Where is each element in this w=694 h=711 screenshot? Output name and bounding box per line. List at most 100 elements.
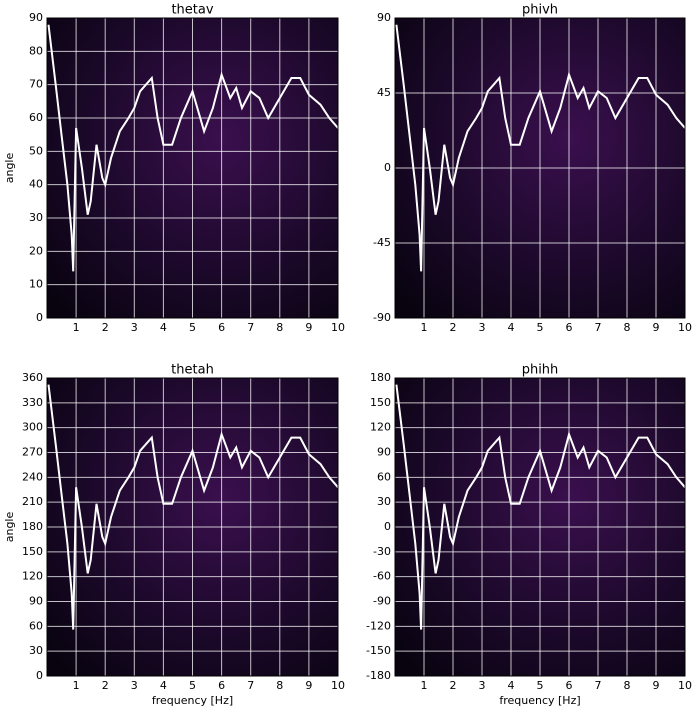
y-tick-label: 330: [22, 396, 43, 409]
x-tick-label: 5: [537, 679, 544, 692]
y-tick-label: -30: [373, 545, 391, 558]
x-tick-label: 2: [450, 679, 457, 692]
y-tick-label: 30: [377, 495, 391, 508]
y-tick-label: -120: [366, 619, 391, 632]
x-tick-label: 10: [331, 679, 345, 692]
x-tick-label: 3: [131, 321, 138, 334]
x-tick-label: 9: [653, 679, 660, 692]
x-tick-label: 8: [624, 679, 631, 692]
x-axis-label: frequency [Hz]: [152, 694, 233, 707]
y-tick-label: 45: [377, 86, 391, 99]
x-tick-label: 8: [276, 321, 283, 334]
panel: 0 10 20 30 40 50 60 70 80 90 1 2 3 4 5 6 7 8 9 10 thetav angl…: [3, 3, 345, 335]
y-tick-label: 50: [29, 144, 43, 157]
y-tick-label: 150: [370, 396, 391, 409]
y-tick-label: 60: [29, 111, 43, 124]
x-tick-label: 3: [131, 679, 138, 692]
x-tick-label: 6: [218, 321, 225, 334]
x-tick-label: 5: [189, 321, 196, 334]
x-tick-label: 10: [678, 679, 692, 692]
y-tick-label: 60: [29, 619, 43, 632]
x-tick-label: 7: [247, 321, 254, 334]
x-tick-label: 6: [566, 321, 573, 334]
x-tick-label: 3: [479, 321, 486, 334]
y-tick-label: -180: [366, 669, 391, 682]
plot-frame: [46, 17, 339, 319]
x-tick-label: 5: [189, 679, 196, 692]
x-tick-label: 1: [421, 321, 428, 334]
x-tick-label: 7: [247, 679, 254, 692]
y-tick-label: 30: [29, 644, 43, 657]
x-tick-label: 6: [566, 679, 573, 692]
y-tick-label: 90: [29, 595, 43, 608]
plot-frame: [46, 377, 339, 677]
panel-title: phivh: [522, 3, 558, 18]
x-tick-label: 4: [160, 321, 167, 334]
x-tick-label: 4: [508, 321, 515, 334]
panel-title: thetah: [171, 363, 214, 378]
x-tick-label: 9: [305, 321, 312, 334]
plot-frame: [394, 377, 686, 677]
y-tick-label: 10: [29, 278, 43, 291]
y-tick-label: 90: [29, 11, 43, 24]
panel-title: phihh: [522, 363, 559, 378]
data-line: [47, 24, 339, 272]
x-tick-label: 4: [508, 679, 515, 692]
y-tick-label: 210: [22, 495, 43, 508]
y-tick-label: -90: [373, 595, 391, 608]
y-tick-label: 90: [377, 446, 391, 459]
y-tick-label: 180: [370, 371, 391, 384]
y-tick-label: 0: [384, 161, 391, 174]
x-tick-label: 1: [421, 679, 428, 692]
y-tick-label: 70: [29, 78, 43, 91]
x-tick-label: 9: [653, 321, 660, 334]
y-tick-label: 80: [29, 44, 43, 57]
y-tick-label: 180: [22, 520, 43, 533]
y-tick-label: 270: [22, 446, 43, 459]
x-tick-label: 7: [595, 679, 602, 692]
y-tick-label: 120: [370, 421, 391, 434]
x-tick-label: 2: [450, 321, 457, 334]
y-tick-label: 0: [384, 520, 391, 533]
x-axis-label: frequency [Hz]: [499, 694, 580, 707]
y-tick-label: 30: [29, 211, 43, 224]
panel: 0 30 60 90 120 150 180 210 240 270 300 330 360 1 2 3 4 5 6…: [3, 363, 345, 708]
x-tick-label: 4: [160, 679, 167, 692]
data-line: [395, 384, 686, 630]
y-tick-label: 60: [377, 470, 391, 483]
x-tick-label: 10: [331, 321, 345, 334]
x-tick-label: 10: [678, 321, 692, 334]
x-tick-label: 8: [276, 679, 283, 692]
data-line: [395, 24, 686, 272]
x-tick-label: 1: [73, 321, 80, 334]
y-tick-label: 0: [36, 669, 43, 682]
y-tick-label: 0: [36, 311, 43, 324]
plot-frame: [394, 17, 686, 319]
y-axis-label: angle: [3, 512, 16, 543]
y-tick-label: 90: [377, 11, 391, 24]
x-tick-label: 7: [595, 321, 602, 334]
panel-title: thetav: [171, 3, 213, 18]
y-tick-label: 240: [22, 470, 43, 483]
y-axis-label: angle: [3, 153, 16, 184]
x-tick-label: 8: [624, 321, 631, 334]
data-line: [47, 384, 339, 630]
y-tick-label: 40: [29, 178, 43, 191]
y-tick-label: 360: [22, 371, 43, 384]
x-tick-label: 2: [102, 321, 109, 334]
y-tick-label: 150: [22, 545, 43, 558]
y-tick-label: -150: [366, 644, 391, 657]
y-tick-label: 300: [22, 421, 43, 434]
x-tick-label: 2: [102, 679, 109, 692]
x-tick-label: 9: [305, 679, 312, 692]
x-tick-label: 1: [73, 679, 80, 692]
y-tick-label: -90: [373, 311, 391, 324]
panel: -180 -150 -120 -90 -60 -30 0 30 60 90 120 150 180 1 2 3…: [366, 363, 692, 708]
y-tick-label: 20: [29, 244, 43, 257]
y-tick-label: 120: [22, 570, 43, 583]
y-tick-label: -45: [373, 236, 391, 249]
x-tick-label: 6: [218, 679, 225, 692]
x-tick-label: 3: [479, 679, 486, 692]
